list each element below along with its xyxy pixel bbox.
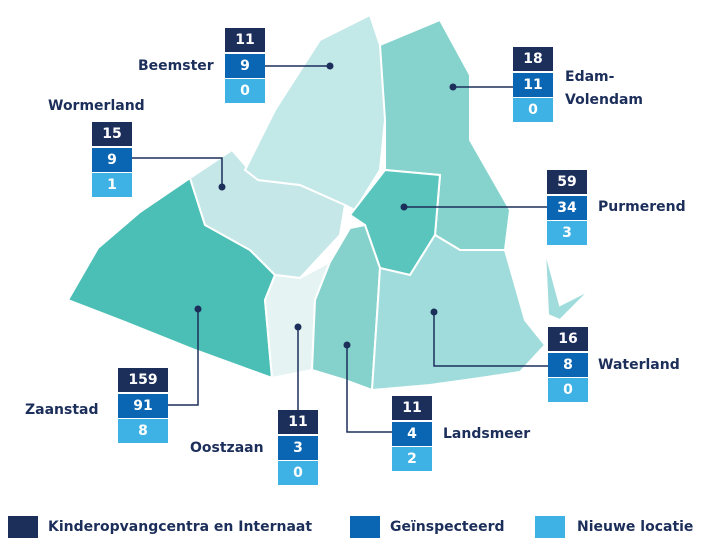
count-cell: 15: [92, 122, 132, 146]
region-name: Beemster: [138, 58, 214, 74]
count-cell: 1: [92, 173, 132, 197]
region-dot: [218, 183, 226, 191]
count-cell: 3: [547, 221, 587, 245]
connector: [433, 312, 548, 367]
count-cell: 2: [392, 447, 432, 471]
region-dot: [430, 308, 438, 316]
region-name: Edam-Volendam: [565, 69, 644, 108]
count-cell: 18: [513, 47, 553, 71]
count-cell: 0: [548, 378, 588, 402]
region-name: Oostzaan: [190, 440, 264, 456]
region-name: Wormerland: [48, 98, 145, 114]
region-name: Zaanstad: [25, 402, 99, 418]
count-cell: 8: [548, 352, 588, 377]
count-cell: 11: [392, 396, 432, 420]
legend-swatch: [8, 516, 38, 538]
region-dot: [343, 341, 351, 349]
count-cell: 59: [547, 170, 587, 194]
count-cell: 16: [548, 327, 588, 351]
region-dot: [326, 62, 334, 70]
legend-swatch: [535, 516, 565, 538]
region-dot: [294, 323, 302, 331]
count-cell: 8: [118, 419, 168, 443]
region-name: Purmerend: [598, 199, 686, 215]
connector: [132, 157, 223, 187]
count-cell: 91: [118, 393, 168, 418]
region-beemster: [243, 13, 386, 212]
region-dot: [194, 305, 202, 313]
region-waterland: [370, 233, 591, 392]
legend-label: Geïnspecteerd: [390, 519, 505, 535]
count-cell: 159: [118, 368, 168, 392]
region-name: Landsmeer: [443, 426, 531, 442]
count-cell: 11: [225, 28, 265, 52]
count-cell: 9: [225, 53, 265, 78]
count-cell: 4: [392, 421, 432, 446]
count-cell: 11: [278, 410, 318, 434]
count-cell: 0: [278, 461, 318, 485]
count-cell: 0: [513, 98, 553, 122]
connector: [168, 309, 199, 406]
count-cell: 0: [225, 79, 265, 103]
count-cell: 11: [513, 72, 553, 97]
region-dot: [400, 203, 408, 211]
region-dot: [449, 83, 457, 91]
region-name: Waterland: [598, 357, 680, 373]
count-cell: 34: [547, 195, 587, 220]
legend-label: Kinderopvangcentra en Internaat: [48, 519, 313, 535]
count-cell: 9: [92, 147, 132, 172]
connector: [346, 345, 392, 433]
count-cell: 3: [278, 435, 318, 460]
legend-swatch: [350, 516, 380, 538]
legend-label: Nieuwe locatie: [577, 519, 694, 535]
